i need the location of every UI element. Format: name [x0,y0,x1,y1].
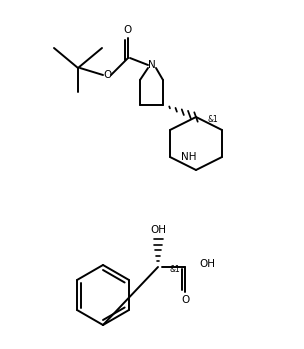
Text: O: O [103,70,111,80]
Text: O: O [124,25,132,35]
Text: OH: OH [150,225,166,235]
Text: OH: OH [199,259,215,269]
Text: &1: &1 [170,266,181,275]
Text: NH: NH [181,152,196,162]
Text: N: N [148,60,156,70]
Text: &1: &1 [208,114,219,124]
Text: O: O [181,295,189,305]
